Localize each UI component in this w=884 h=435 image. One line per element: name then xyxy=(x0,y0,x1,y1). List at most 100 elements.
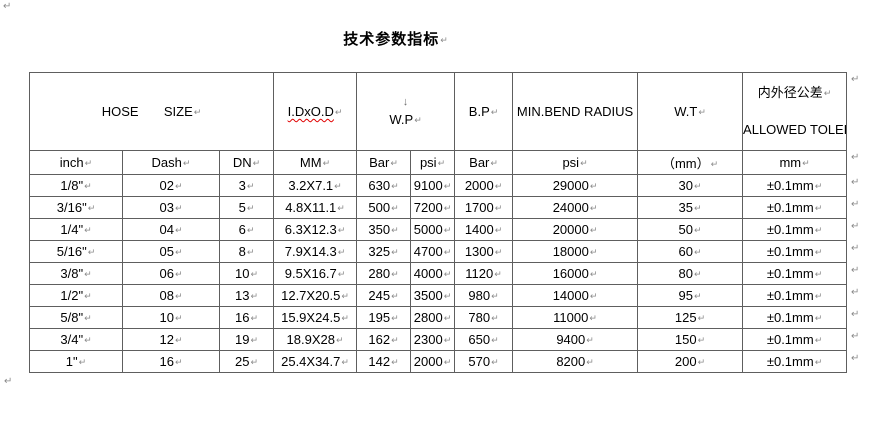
paragraph-mark: ↵ xyxy=(694,248,702,258)
table-cell: 3.2X7.1↵ xyxy=(273,174,358,197)
paragraph-mark: ↵ xyxy=(391,182,399,192)
paragraph-mark: ↵ xyxy=(698,108,706,118)
paragraph-mark: ↵ xyxy=(814,270,823,280)
header-hose-size-label: HOSE SIZE xyxy=(101,104,193,119)
header-wp-label: W.P xyxy=(389,112,414,127)
header-wt: W.T↵ xyxy=(637,72,744,151)
row-end-mark: ↵ xyxy=(851,221,860,232)
table-cell: 280↵ xyxy=(356,262,412,285)
table-cell: 10↵ xyxy=(122,306,220,329)
cell-value: 4700 xyxy=(413,244,443,259)
paragraph-mark: ↵ xyxy=(246,248,255,258)
row-end-mark: ↵ xyxy=(851,199,860,210)
paragraph-mark: ↵ xyxy=(174,270,183,280)
table-cell: 16000↵ xyxy=(512,262,639,285)
table-cell: ±0.1mm↵ xyxy=(742,284,848,307)
table-cell: 3/16"↵ xyxy=(29,196,123,219)
paragraph-mark: ↵ xyxy=(337,248,346,258)
paragraph-mark: ↵ xyxy=(84,182,92,192)
table-cell: 9400↵ xyxy=(512,328,639,351)
table-cell: 630↵ xyxy=(356,174,412,197)
paragraph-mark: ↵ xyxy=(694,226,702,236)
table-cell: 30↵ xyxy=(637,174,744,197)
table-cell: 980↵ xyxy=(454,284,514,307)
cell-value: ±0.1mm xyxy=(766,266,814,281)
table-cell: 195↵ xyxy=(356,306,412,329)
cell-value: 350 xyxy=(368,222,391,237)
cell-value: 15.9X24.5 xyxy=(281,310,341,325)
table-cell: 60↵ xyxy=(637,240,744,263)
paragraph-mark: ↵ xyxy=(494,182,503,192)
table-cell: 1400↵ xyxy=(454,218,514,241)
paragraph-mark: ↵ xyxy=(589,292,598,302)
paragraph-mark: ↵ xyxy=(814,182,823,192)
header-bp-label: B.P xyxy=(468,104,490,119)
table-cell: 142↵ xyxy=(356,350,412,373)
cell-value: 80 xyxy=(678,266,693,281)
paragraph-mark: ↵ xyxy=(589,314,597,324)
paragraph-mark: ↵ xyxy=(694,204,702,214)
paragraph-mark: ↵ xyxy=(814,204,823,214)
cell-value: 04 xyxy=(159,222,174,237)
paragraph-mark: ↵ xyxy=(586,336,594,346)
cell-value: 150 xyxy=(674,332,697,347)
row-end-mark: ↵ xyxy=(851,74,860,85)
cell-value: 3.2X7.1 xyxy=(288,178,334,193)
paragraph-mark: ↵ xyxy=(337,204,345,214)
cell-value: 1/4" xyxy=(60,222,84,237)
paragraph-mark: ↵ xyxy=(710,160,719,170)
table-cell: 18000↵ xyxy=(512,240,639,263)
table-row: 5/16"↵ 05↵ 8↵ 7.9X14.3↵ 325↵ 4700↵ 1300↵ 18000↵… xyxy=(29,240,848,263)
cell-value: 29000 xyxy=(552,178,589,193)
table-row: 1/2"↵ 08↵ 13↵ 12.7X20.5↵ 245↵ 3500↵ 980↵ 14000↵… xyxy=(29,284,848,307)
paragraph-mark: ↵ xyxy=(246,226,255,236)
table-cell: 95↵ xyxy=(637,284,744,307)
cell-value: 2000 xyxy=(464,178,494,193)
cell-value: 20000 xyxy=(552,222,589,237)
paragraph-mark: ↵ xyxy=(174,314,183,324)
table-cell: 780↵ xyxy=(454,306,514,329)
paragraph-mark: ↵ xyxy=(443,336,452,346)
cell-value: 780 xyxy=(468,310,491,325)
table-cell: ±0.1mm↵ xyxy=(742,174,848,197)
cell-value: 195 xyxy=(368,310,391,325)
table-cell: 12.7X20.5↵ xyxy=(273,284,358,307)
row-end-mark: ↵ xyxy=(851,287,860,298)
table-cell: 8200↵ xyxy=(512,350,639,373)
cell-value: 35 xyxy=(678,200,693,215)
cell-value: 245 xyxy=(368,288,391,303)
cell-value: 3 xyxy=(238,178,246,193)
paragraph-mark: ↵ xyxy=(174,248,183,258)
table-cell: ±0.1mm↵ xyxy=(742,350,848,373)
table-cell: 150↵ xyxy=(637,328,744,351)
table-cell: 24000↵ xyxy=(512,196,639,219)
unit-cell: Bar↵ xyxy=(454,150,514,175)
paragraph-mark: ↵ xyxy=(823,88,832,99)
unit-cell: MM↵ xyxy=(273,150,358,175)
unit-label: MM xyxy=(299,155,322,170)
paragraph-mark: ↵ xyxy=(250,292,259,302)
table-cell: 18.9X28↵ xyxy=(273,328,358,351)
paragraph-mark: ↵ xyxy=(490,108,499,118)
table-units-row: inch↵ Dash↵ DN↵ MM↵ Bar↵ psi↵ Bar↵ psi↵ … xyxy=(29,150,848,175)
unit-label: mm xyxy=(779,155,802,170)
cell-value: 16 xyxy=(159,354,174,369)
table-cell: 500↵ xyxy=(356,196,412,219)
row-end-mark: ↵ xyxy=(851,243,860,254)
table-cell: 1120↵ xyxy=(454,262,514,285)
paragraph-mark: ↵ xyxy=(322,159,331,169)
table-cell: ±0.1mm↵ xyxy=(742,328,848,351)
paragraph-mark: ↵ xyxy=(84,226,92,236)
table-cell: 1/8"↵ xyxy=(29,174,123,197)
table-cell: 80↵ xyxy=(637,262,744,285)
table-cell: 29000↵ xyxy=(512,174,639,197)
paragraph-mark: ↵ xyxy=(443,314,452,324)
table-cell: 5↵ xyxy=(218,196,275,219)
table-cell: 9100↵ xyxy=(410,174,456,197)
paragraph-mark: ↵ xyxy=(341,314,349,324)
cell-value: 4000 xyxy=(413,266,443,281)
cell-value: 08 xyxy=(159,288,174,303)
cell-value: ±0.1mm xyxy=(766,354,814,369)
cell-value: 200 xyxy=(674,354,697,369)
paragraph-mark: ↵ xyxy=(443,182,452,192)
